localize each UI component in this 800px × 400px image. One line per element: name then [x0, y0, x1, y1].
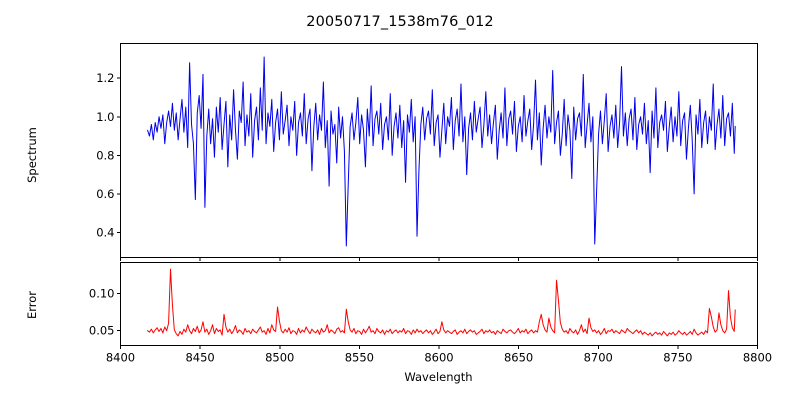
spectrum-ytick-label: 0.6: [96, 187, 114, 201]
spectrum-axes-frame: [120, 43, 758, 258]
xtick-label: 8400: [106, 351, 135, 365]
error-panel: 0.05 0.10 8400 8450 8500 8550 8600 8650 8700 8750…: [89, 262, 772, 365]
error-ytick-label: 0.05: [89, 324, 115, 338]
spectrum-ytick-label: 0.4: [96, 225, 114, 239]
xtick-label: 8550: [345, 351, 374, 365]
spectrum-ytick-label: 0.8: [96, 148, 114, 162]
spectrum-data-line: [147, 56, 736, 247]
xtick-label: 8450: [185, 351, 214, 365]
page-title: 20050717_1538m76_012: [306, 14, 494, 30]
xtick-label: 8700: [584, 351, 613, 365]
xtick-label: 8650: [504, 351, 533, 365]
error-data-line: [147, 268, 736, 337]
spectrum-ytick-label: 1.2: [96, 71, 114, 85]
spectrum-ytick-label: 1.0: [96, 110, 114, 124]
xtick-label: 8500: [265, 351, 294, 365]
x-axis-label: Wavelength: [404, 370, 473, 384]
spectrum-panel: 0.4 0.6 0.8 1.0 1.2: [96, 43, 758, 261]
xtick-label: 8800: [743, 351, 772, 365]
error-ytick-label: 0.10: [89, 287, 115, 301]
xtick-label: 8750: [663, 351, 692, 365]
xtick-label: 8600: [424, 351, 453, 365]
